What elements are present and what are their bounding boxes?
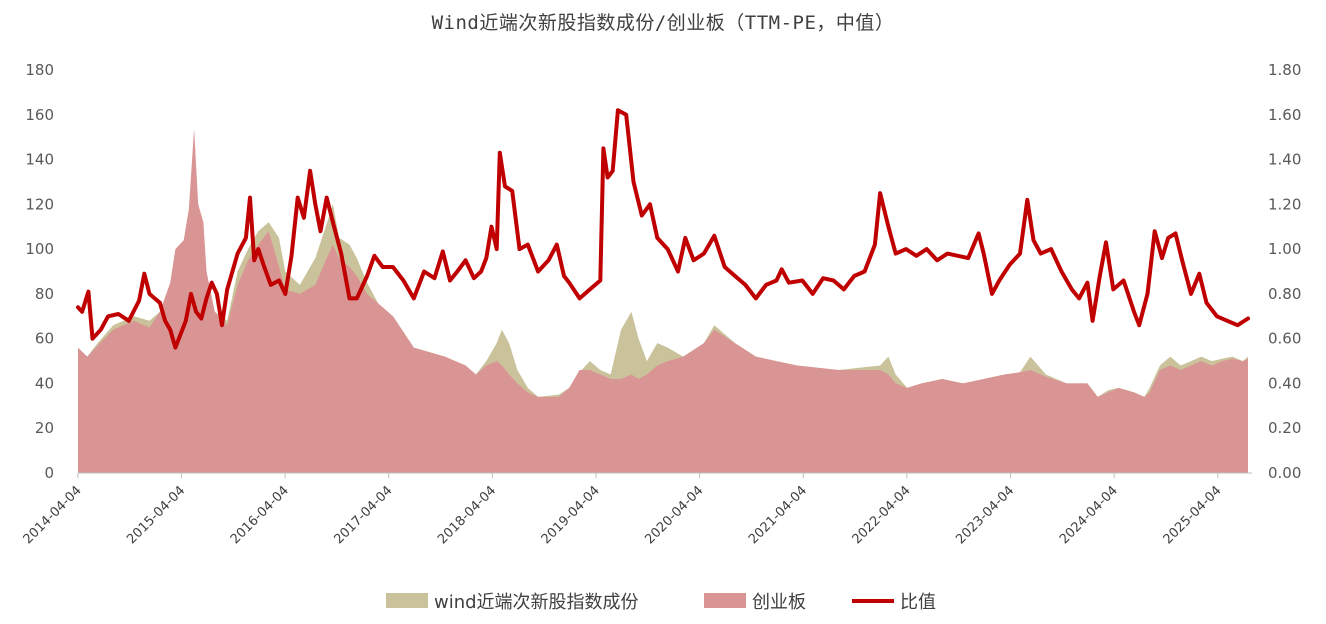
x-tick-label: 2021-04-04 xyxy=(746,483,810,547)
x-tick-label: 2017-04-04 xyxy=(332,483,396,547)
x-tick-label: 2019-04-04 xyxy=(539,483,603,547)
x-tick-label: 2015-04-04 xyxy=(124,483,188,547)
y-left-tick-label: 0 xyxy=(44,464,54,482)
y-right-tick-label: 1.20 xyxy=(1268,195,1301,213)
y-right-tick-label: 1.00 xyxy=(1268,240,1301,258)
y-right-tick-label: 0.80 xyxy=(1268,285,1301,303)
line-layer xyxy=(76,108,1250,350)
y-left-tick-label: 180 xyxy=(25,61,54,79)
y-left-tick-label: 120 xyxy=(25,195,54,213)
legend-swatch xyxy=(386,593,428,608)
legend: wind近端次新股指数成份 创业板 比值 xyxy=(386,592,936,613)
x-tick-label: 2020-04-04 xyxy=(642,483,706,547)
legend-swatch xyxy=(704,593,746,608)
legend-label: 比值 xyxy=(900,592,936,613)
y-right-tick-label: 1.60 xyxy=(1268,106,1301,124)
x-tick-label: 2024-04-04 xyxy=(1057,483,1121,547)
y-right-tick-label: 0.60 xyxy=(1268,330,1301,348)
chart-title: Wind近端次新股指数成份/创业板（TTM-PE，中值） xyxy=(431,12,895,34)
legend-label: 创业板 xyxy=(752,592,806,613)
area-series-chinext xyxy=(78,128,1248,473)
x-tick-label: 2023-04-04 xyxy=(953,483,1017,547)
legend-label: wind近端次新股指数成份 xyxy=(434,592,639,613)
y-right-tick-label: 0.20 xyxy=(1268,419,1301,437)
x-tick-label: 2025-04-04 xyxy=(1161,483,1225,547)
y-right-tick-label: 1.80 xyxy=(1268,61,1301,79)
x-tick-label: 2018-04-04 xyxy=(435,483,499,547)
y-left-tick-label: 60 xyxy=(35,330,54,348)
y-right-tick-label: 0.40 xyxy=(1268,374,1301,392)
area-layer xyxy=(78,128,1248,473)
y-left-tick-label: 20 xyxy=(35,419,54,437)
y-right-tick-label: 0.00 xyxy=(1268,464,1301,482)
y-left-tick-label: 40 xyxy=(35,374,54,392)
y-right-tick-label: 1.40 xyxy=(1268,151,1301,169)
x-tick-label: 2014-04-04 xyxy=(21,483,85,547)
y-left-tick-label: 160 xyxy=(25,106,54,124)
y-left-tick-label: 140 xyxy=(25,151,54,169)
y-left-tick-label: 80 xyxy=(35,285,54,303)
x-tick-label: 2016-04-04 xyxy=(228,483,292,547)
y-left-tick-label: 100 xyxy=(25,240,54,258)
line-series-ratio xyxy=(76,108,1250,350)
x-tick-label: 2022-04-04 xyxy=(850,483,914,547)
